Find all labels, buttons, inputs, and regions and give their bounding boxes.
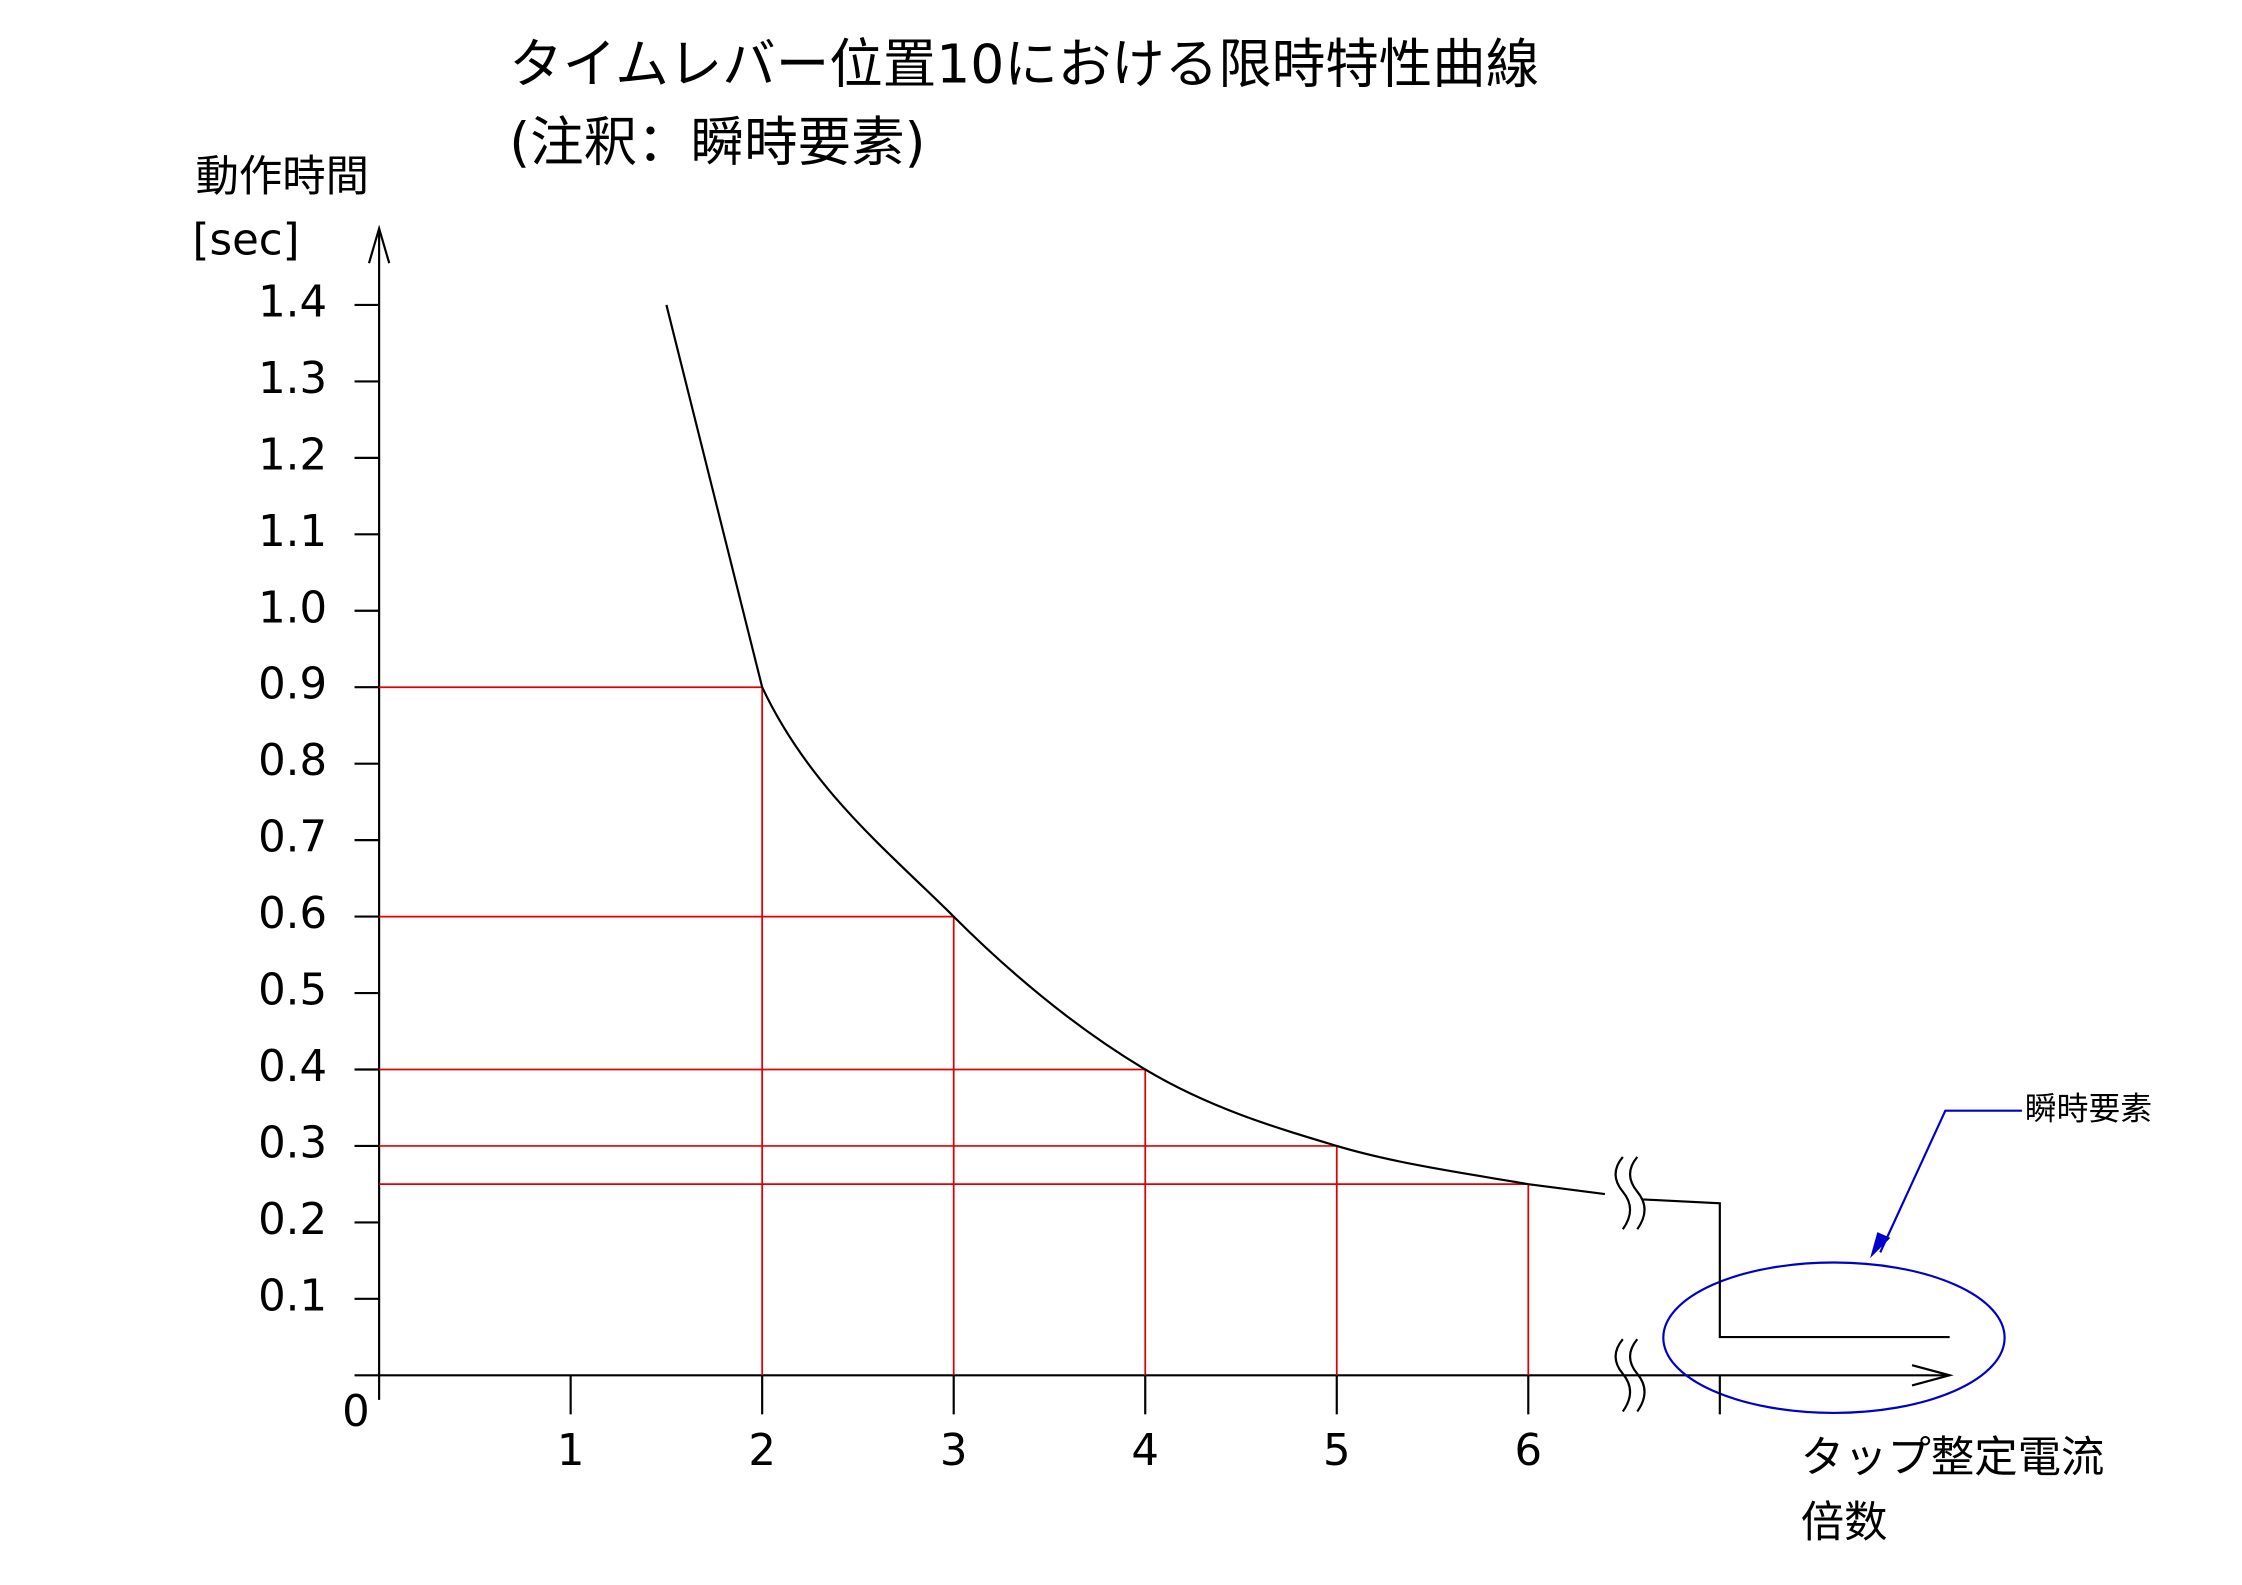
y-tick-label: 1.2 [258,430,327,480]
x-axis-label: タップ整定電流 [1801,1433,2105,1483]
y-tick-label: 0.3 [258,1118,327,1168]
chart-title: タイムレバー位置10における限時特性曲線 [509,33,1539,96]
x-tick-label: 6 [1514,1426,1542,1476]
y-tick-label: 0.5 [258,966,327,1016]
x-tick-label: 3 [940,1426,968,1476]
y-axis-label: 動作時間 [195,152,369,202]
chart-subtitle: (注釈：瞬時要素) [509,111,925,174]
y-tick-label: 0.8 [258,736,327,786]
y-tick-label: 0.9 [258,660,327,710]
y-axis-arrow [367,224,391,264]
y-tick-label: 0.4 [258,1042,327,1092]
y-tick-label: 0.1 [258,1271,327,1321]
y-tick-label: 1.4 [258,277,327,327]
x-tick-label: 5 [1323,1426,1351,1476]
y-tick-label: 0.7 [258,813,327,863]
x-axis-label: 倍数 [1801,1498,1888,1548]
x-tick-label: 0 [342,1387,370,1437]
y-tick-label: 1.0 [258,583,327,633]
annotation: 瞬時要素 [2025,1090,2152,1128]
annotation-arrowhead [1870,1232,1891,1259]
y-tick-label: 1.3 [258,354,327,404]
y-tick-label: 0.2 [258,1195,327,1245]
y-tick-label: 0.6 [258,889,327,939]
annotation-leader [1879,1109,2022,1253]
annotation-ellipse [1662,1261,2006,1414]
axis-breaks [1614,1156,1646,1413]
y-tick-label: 1.1 [258,507,327,557]
x-tick-label: 4 [1131,1426,1159,1476]
curve [1643,1198,1950,1339]
x-tick-label: 2 [748,1426,776,1476]
x-tick-label: 1 [557,1426,585,1476]
y-axis-unit: [sec] [193,215,300,265]
x-axis-arrow [1911,1364,1954,1387]
curve [665,304,1606,1196]
